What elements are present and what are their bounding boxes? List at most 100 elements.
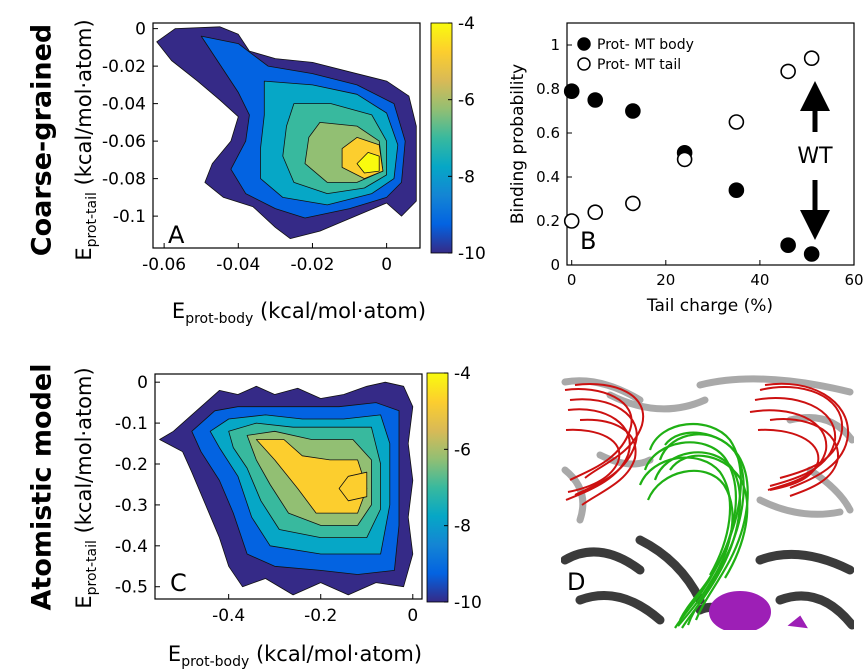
panel-c-ticks: -0.4 -0.2 0 0 -0.1 -0.2 -0.3 -0.4 -0.5 bbox=[115, 373, 418, 626]
x-tick-label: 40 bbox=[750, 271, 769, 289]
x-tick-label: 20 bbox=[656, 271, 675, 289]
y-tick-label: 1 bbox=[550, 36, 560, 54]
y-tick-label: 0 bbox=[550, 256, 560, 274]
red-tails-right bbox=[749, 382, 850, 497]
x-tick-label: 0 bbox=[381, 255, 392, 275]
panel-b: 0 20 40 60 0 0.2 0.4 0.6 0.8 1 Prot- MT body Prot… bbox=[508, 22, 864, 316]
contour-level-6 bbox=[356, 152, 380, 174]
colorbar-tick-label: -8 bbox=[458, 167, 475, 187]
body-point bbox=[625, 103, 641, 119]
colorbar-tick-label: -4 bbox=[458, 14, 475, 34]
y-tick-label: -0.02 bbox=[102, 57, 146, 77]
y-tick-label: -0.4 bbox=[115, 537, 148, 557]
panel-b-ticks: 0 20 40 60 0 0.2 0.4 0.6 0.8 1 bbox=[536, 36, 863, 289]
body-point bbox=[728, 182, 745, 198]
colorbar-tick-label: -10 bbox=[458, 244, 486, 264]
y-tick-label: -0.2 bbox=[115, 455, 148, 475]
panel-c-letter: C bbox=[170, 569, 187, 597]
panel-a-colorbar bbox=[430, 22, 453, 254]
panel-c-frame bbox=[154, 373, 423, 600]
x-tick-label: -0.06 bbox=[142, 255, 186, 275]
panel-a-contours bbox=[156, 26, 417, 239]
colorbar-tick-label: -6 bbox=[454, 440, 471, 460]
panel-c-ylabel-main: E bbox=[72, 595, 96, 608]
y-tick-label: 0.8 bbox=[536, 80, 560, 98]
panel-a-ylabel-unit: (kcal/mol·atom) bbox=[72, 19, 96, 192]
panel-b-frame bbox=[566, 22, 855, 266]
tail-point bbox=[587, 204, 604, 220]
panel-c-contours bbox=[159, 381, 414, 596]
panel-a-ticks: -0.06 -0.04 -0.02 0 0 -0.02 -0.04 -0.06 -0.08 -0.… bbox=[102, 20, 392, 275]
panel-a-frame bbox=[152, 22, 421, 249]
tail-point bbox=[676, 151, 693, 168]
panel-c-xlabel: Eprot-body (kcal/mol·atom) bbox=[168, 642, 422, 669]
contour-level-6 bbox=[338, 471, 368, 502]
x-tick-label: 0 bbox=[567, 271, 577, 289]
panel-a-letter: A bbox=[168, 221, 185, 249]
y-tick-label: 0 bbox=[135, 20, 146, 40]
panel-c-xlabel-main: E bbox=[168, 642, 181, 666]
tail-point bbox=[780, 63, 796, 80]
green-protein bbox=[638, 422, 749, 629]
panel-a-xlabel: Eprot-body (kcal/mol·atom) bbox=[172, 299, 426, 327]
body-point bbox=[780, 237, 796, 253]
x-tick-label: 0 bbox=[407, 606, 418, 626]
microtubule-surface bbox=[561, 375, 854, 524]
red-tails-left bbox=[564, 383, 645, 506]
panel-c-xlabel-unit: (kcal/mol·atom) bbox=[249, 642, 422, 666]
legend-marker-tail bbox=[577, 57, 591, 71]
panel-c-colorbar-ticks: -4 -6 -8 -10 bbox=[444, 364, 482, 613]
magenta-domain bbox=[709, 591, 808, 630]
y-tick-label: 0 bbox=[137, 373, 148, 393]
colorbar-tick-label: -6 bbox=[458, 91, 475, 111]
x-tick-label: -0.4 bbox=[212, 606, 245, 626]
y-tick-label: -0.3 bbox=[115, 496, 148, 516]
panel-c-ylabel: Eprot-tail (kcal/mol·atom) bbox=[72, 367, 100, 608]
tail-point bbox=[563, 213, 580, 229]
legend-label-tail: Prot- MT tail bbox=[597, 57, 681, 73]
legend-marker-body bbox=[577, 37, 591, 51]
y-tick-label: -0.5 bbox=[115, 578, 148, 598]
panel-a-ylabel-main: E bbox=[72, 247, 96, 260]
panel-c-colorbar bbox=[426, 372, 449, 603]
body-point bbox=[563, 83, 580, 99]
colorbar-tick-label: -10 bbox=[454, 593, 482, 613]
y-tick-label: -0.1 bbox=[113, 207, 146, 227]
panel-d-letter: D bbox=[567, 568, 585, 596]
x-tick-label: -0.02 bbox=[290, 255, 334, 275]
panel-a-xlabel-main: E bbox=[172, 299, 185, 323]
y-tick-label: -0.04 bbox=[102, 95, 146, 115]
panel-c-ylabel-unit: (kcal/mol·atom) bbox=[72, 367, 96, 540]
y-tick-label: 0.4 bbox=[536, 168, 560, 186]
panel-a-ylabel-sub: prot-tail bbox=[84, 192, 100, 247]
body-point bbox=[587, 92, 604, 108]
panel-a-ylabel: Eprot-tail (kcal/mol·atom) bbox=[72, 19, 100, 260]
y-tick-label: -0.06 bbox=[102, 132, 146, 152]
tail-point bbox=[625, 195, 641, 212]
row-title-bottom: Atomistic model bbox=[27, 364, 58, 611]
y-tick-label: -0.1 bbox=[115, 414, 148, 434]
legend-label-body: Prot- MT body bbox=[597, 37, 694, 53]
y-tick-label: 0.2 bbox=[536, 212, 560, 230]
tail-point bbox=[803, 50, 820, 67]
legend: Prot- MT body Prot- MT tail bbox=[577, 37, 694, 73]
tail-point bbox=[728, 114, 745, 130]
x-tick-label: -0.2 bbox=[304, 606, 337, 626]
colorbar-tick-label: -4 bbox=[454, 364, 471, 384]
panel-b-ylabel: Binding probability bbox=[508, 64, 528, 224]
panel-c-ylabel-sub: prot-tail bbox=[84, 540, 100, 595]
panel-b-letter: B bbox=[580, 227, 596, 255]
x-tick-label: -0.04 bbox=[216, 255, 260, 275]
panel-a-xlabel-sub: prot-body bbox=[185, 311, 253, 327]
x-tick-label: 60 bbox=[844, 271, 863, 289]
panel-a: -0.06 -0.04 -0.02 0 0 -0.02 -0.04 -0.06 -0.08 -0.… bbox=[72, 14, 486, 327]
colorbar-tick-label: -8 bbox=[454, 517, 471, 537]
body-point bbox=[803, 246, 820, 262]
panel-a-xlabel-unit: (kcal/mol·atom) bbox=[253, 299, 426, 323]
panel-d: D bbox=[561, 372, 854, 630]
panel-c: -0.4 -0.2 00-0.1-0.2-0.3-0.4-0.5 C -4-6-8-… bbox=[72, 364, 482, 669]
panel-a-colorbar-ticks: -4 -6 -8 -10 bbox=[448, 14, 486, 264]
panel-b-points bbox=[563, 50, 820, 262]
row-title-top: Coarse-grained bbox=[27, 24, 58, 256]
